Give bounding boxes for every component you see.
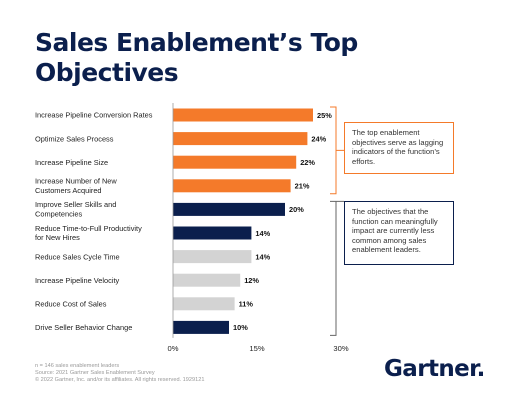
category-label: Reduce Time-to-Full Productivity for New … (35, 224, 142, 242)
bar (173, 250, 252, 264)
bar-value-label: 11% (239, 300, 254, 309)
category-label: Increase Number of New Customers Acquired (35, 177, 117, 195)
bar-value-label: 21% (295, 182, 310, 191)
footnote-copyright: © 2022 Gartner, Inc. and/or its affiliat… (35, 377, 205, 383)
bar (173, 273, 241, 287)
category-label: Increase Pipeline Velocity (35, 276, 120, 285)
x-tick-label: 30% (333, 344, 348, 353)
bar (173, 202, 285, 216)
bar (173, 226, 252, 240)
bar (173, 320, 229, 334)
bar-value-label: 25% (317, 111, 332, 120)
category-label: Increase Pipeline Size (35, 158, 108, 167)
bar-value-label: 24% (311, 134, 326, 143)
callout-top-objectives: The top enablement objectives serve as l… (344, 122, 454, 174)
category-label: Increase Pipeline Conversion Rates (35, 111, 153, 120)
category-label: Optimize Sales Process (35, 134, 114, 143)
bar (173, 155, 297, 169)
x-tick-label: 0% (168, 344, 179, 353)
x-tick-label: 15% (249, 344, 264, 353)
bar (173, 132, 308, 146)
bar (173, 108, 313, 122)
category-label: Reduce Cost of Sales (35, 300, 107, 309)
bar (173, 297, 235, 311)
bar-value-label: 22% (300, 158, 315, 167)
category-label: Improve Seller Skills and Competencies (35, 200, 116, 218)
category-label: Reduce Sales Cycle Time (35, 252, 120, 261)
bar-value-label: 10% (233, 323, 248, 332)
callout-impact-objectives: The objectives that the function can mea… (344, 201, 454, 265)
footnote-sample-size: n = 146 sales enablement leaders (35, 363, 120, 369)
footnote-source: Source: 2021 Gartner Sales Enablement Su… (35, 370, 155, 376)
category-label: Drive Seller Behavior Change (35, 323, 132, 332)
gartner-logo: Gartner. (384, 356, 485, 382)
bar-value-label: 14% (255, 252, 270, 261)
callout-bracket-bottom (330, 200, 344, 336)
bar-value-label: 20% (289, 205, 304, 214)
bar-value-label: 12% (244, 276, 259, 285)
bar-value-label: 14% (255, 229, 270, 238)
callout-bracket-top (330, 106, 344, 195)
chart-title: Sales Enablement’s Top Objectives (35, 28, 358, 87)
bar (173, 179, 291, 193)
